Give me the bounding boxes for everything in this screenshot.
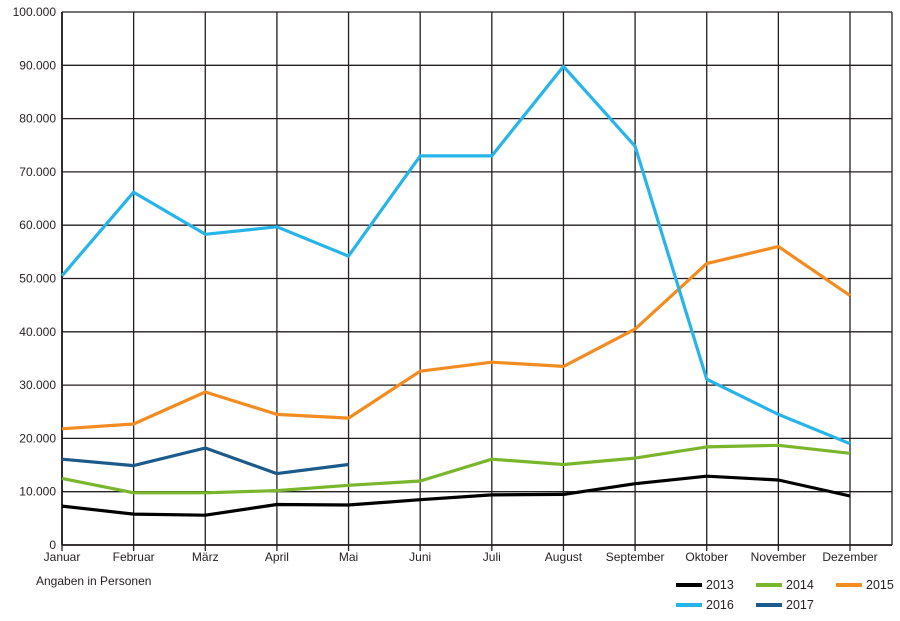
y-tick-label: 70.000 <box>19 165 56 179</box>
y-tick-label: 20.000 <box>19 431 56 445</box>
legend-item-2017: 2017 <box>756 598 814 612</box>
y-tick-label: 90.000 <box>19 58 56 72</box>
axes <box>61 12 892 546</box>
legend-label: 2013 <box>706 578 734 592</box>
x-tick-label: September <box>606 550 665 564</box>
x-tick-label: April <box>265 550 289 564</box>
legend-swatch <box>676 583 702 587</box>
legend-swatch <box>836 583 862 587</box>
legend-label: 2015 <box>866 578 894 592</box>
x-tick-label: November <box>751 550 806 564</box>
grid <box>61 11 893 551</box>
y-tick-label: 80.000 <box>19 112 56 126</box>
x-tick-label: Dezember <box>822 550 877 564</box>
legend-swatch <box>676 603 702 607</box>
unit-note: Angaben in Personen <box>36 574 152 588</box>
x-tick-label: Juli <box>483 550 501 564</box>
series-line-2015 <box>61 244 851 431</box>
y-tick-label: 50.000 <box>19 272 56 286</box>
legend-label: 2017 <box>786 598 814 612</box>
y-tick-label: 0 <box>49 538 56 552</box>
y-tick-label: 100.000 <box>13 5 57 19</box>
series-lines <box>60 64 851 517</box>
x-tick-label: März <box>192 550 219 564</box>
legend-label: 2014 <box>786 578 814 592</box>
series-line-2013 <box>61 474 851 517</box>
series-line-2014 <box>61 443 851 495</box>
legend-item-2016: 2016 <box>676 598 734 612</box>
legend-swatch <box>756 583 782 587</box>
legend-item-2014: 2014 <box>756 578 814 592</box>
legend-item-2013: 2013 <box>676 578 734 592</box>
x-tick-labels: Januar Februar März April Mai Juni Juli August S… <box>44 550 878 564</box>
y-tick-labels: 0 10.000 20.000 30.000 40.000 50.000 60.000 70.… <box>13 5 57 552</box>
series-line-2016 <box>60 64 851 446</box>
y-tick-label: 10.000 <box>19 485 56 499</box>
legend-label: 2016 <box>706 598 734 612</box>
legend-swatch <box>756 603 782 607</box>
y-tick-label: 60.000 <box>19 218 56 232</box>
y-tick-label: 40.000 <box>19 325 56 339</box>
x-tick-label: Februar <box>113 550 155 564</box>
x-tick-label: Mai <box>339 550 358 564</box>
legend-item-2015: 2015 <box>836 578 894 592</box>
x-tick-label: August <box>545 550 583 564</box>
y-tick-label: 30.000 <box>19 378 56 392</box>
x-tick-label: Juni <box>409 550 431 564</box>
x-tick-label: Oktober <box>685 550 728 564</box>
x-tick-label: Januar <box>44 550 81 564</box>
series-line-2017 <box>61 446 349 476</box>
